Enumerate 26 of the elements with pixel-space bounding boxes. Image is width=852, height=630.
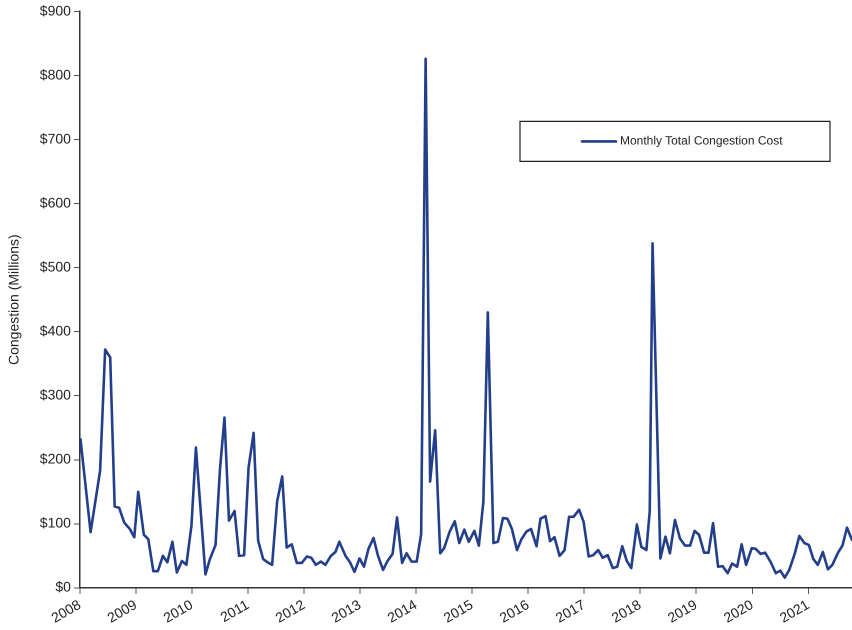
y-tick-label: $900 bbox=[40, 2, 72, 18]
x-tick-label: 2021 bbox=[776, 596, 812, 626]
y-tick-label: $600 bbox=[40, 194, 72, 210]
x-tick-label: 2008 bbox=[48, 596, 84, 626]
y-tick-label: $200 bbox=[40, 450, 72, 467]
x-tick-label: 2010 bbox=[160, 596, 196, 626]
x-tick-label: 2014 bbox=[384, 596, 420, 626]
y-tick-label: $800 bbox=[40, 66, 72, 82]
x-tick-label: 2009 bbox=[104, 596, 140, 626]
x-tick-label: 2013 bbox=[328, 596, 364, 626]
y-tick-label: $500 bbox=[40, 258, 72, 274]
y-tick-label: $300 bbox=[40, 386, 72, 403]
x-tick-label: 2015 bbox=[440, 596, 476, 626]
x-tick-label: 2018 bbox=[608, 596, 644, 626]
x-tick-label: 2011 bbox=[217, 596, 252, 626]
x-tick-label: 2019 bbox=[664, 596, 700, 626]
x-tick-label: 2020 bbox=[720, 596, 756, 626]
y-axis-title: Congestion (Millions) bbox=[5, 234, 22, 365]
y-tick-label: $100 bbox=[40, 514, 72, 531]
y-tick-label: $700 bbox=[40, 130, 72, 146]
y-tick-label: $0 bbox=[55, 578, 72, 595]
x-tick-label: 2017 bbox=[552, 596, 588, 626]
y-tick-label: $400 bbox=[40, 322, 72, 339]
x-tick-label: 2016 bbox=[496, 596, 532, 626]
legend-label: Monthly Total Congestion Cost bbox=[620, 134, 784, 148]
x-tick-label: 2012 bbox=[272, 596, 308, 626]
